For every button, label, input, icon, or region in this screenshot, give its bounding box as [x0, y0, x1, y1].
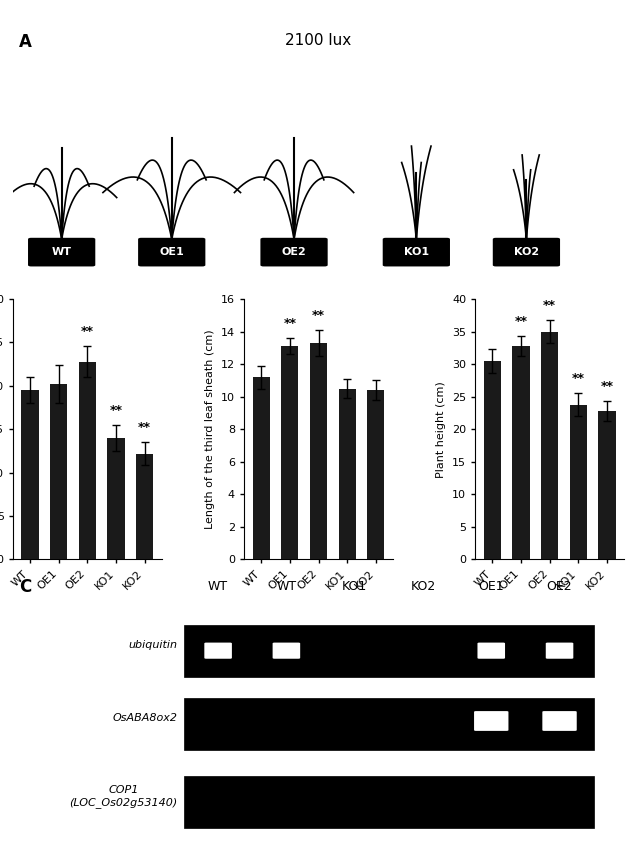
Bar [569, 405, 587, 559]
Text: KO1: KO1 [342, 581, 368, 593]
Bar [483, 361, 501, 559]
FancyBboxPatch shape [28, 238, 96, 266]
Text: **: ** [312, 309, 325, 322]
Text: COP1
(LOC_Os02g53140): COP1 (LOC_Os02g53140) [69, 785, 178, 808]
Text: **: ** [543, 299, 556, 312]
Bar [22, 390, 39, 559]
Bar [252, 377, 269, 559]
Text: KO1: KO1 [404, 247, 429, 257]
Y-axis label: Length of the third leaf sheath (cm): Length of the third leaf sheath (cm) [205, 330, 215, 529]
FancyBboxPatch shape [478, 643, 505, 659]
Text: **: ** [572, 372, 585, 385]
Bar [184, 698, 594, 750]
Text: OE1: OE1 [159, 247, 184, 257]
Bar [368, 390, 385, 559]
Bar [512, 346, 529, 559]
FancyBboxPatch shape [261, 238, 327, 266]
Text: WT: WT [208, 581, 228, 593]
Text: WT: WT [52, 247, 71, 257]
Y-axis label: Plant height (cm): Plant height (cm) [436, 381, 447, 478]
Text: **: ** [138, 422, 151, 434]
Bar [184, 625, 594, 677]
Text: KO2: KO2 [514, 247, 539, 257]
Text: OsABA8ox2: OsABA8ox2 [113, 713, 178, 723]
Text: C: C [19, 578, 31, 596]
FancyBboxPatch shape [204, 643, 232, 659]
FancyBboxPatch shape [493, 238, 560, 266]
FancyBboxPatch shape [383, 238, 450, 266]
FancyBboxPatch shape [474, 711, 508, 731]
Text: 2100 lux: 2100 lux [285, 33, 352, 48]
Bar [108, 438, 125, 559]
Text: WT: WT [276, 581, 296, 593]
Bar [281, 346, 298, 559]
Text: ubiquitin: ubiquitin [129, 640, 178, 650]
Text: A: A [19, 33, 32, 51]
Text: **: ** [601, 381, 613, 394]
FancyBboxPatch shape [542, 711, 576, 731]
Bar [310, 343, 327, 559]
FancyBboxPatch shape [273, 643, 300, 659]
Bar [136, 454, 154, 559]
Text: **: ** [110, 404, 122, 417]
Bar [339, 388, 356, 559]
FancyBboxPatch shape [546, 643, 573, 659]
Bar [50, 384, 68, 559]
Bar [79, 361, 96, 559]
Text: OE1: OE1 [478, 581, 504, 593]
Text: OE2: OE2 [547, 581, 573, 593]
Text: **: ** [81, 325, 94, 338]
FancyBboxPatch shape [138, 238, 205, 266]
Text: **: ** [283, 317, 296, 331]
Bar [598, 411, 615, 559]
Bar [541, 332, 558, 559]
Text: OE2: OE2 [282, 247, 306, 257]
Bar [184, 776, 594, 828]
Text: KO2: KO2 [410, 581, 436, 593]
Text: **: ** [515, 315, 527, 328]
